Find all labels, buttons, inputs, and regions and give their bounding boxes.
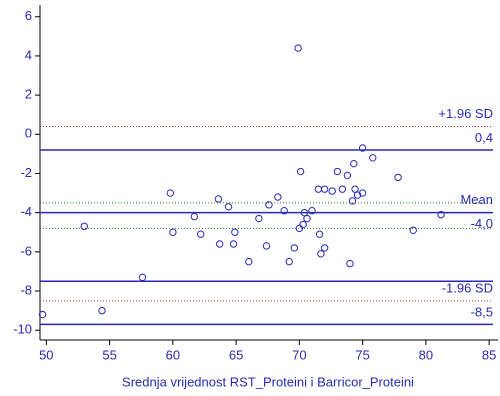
point xyxy=(166,189,175,197)
y-tick-label: -2 xyxy=(20,165,32,180)
point xyxy=(215,240,224,248)
point xyxy=(328,187,336,195)
point xyxy=(214,195,223,203)
x-tick-label: 80 xyxy=(419,347,433,362)
point xyxy=(346,259,354,268)
y-tick-label: 0 xyxy=(25,126,32,141)
x-tick-label: 65 xyxy=(229,347,243,362)
x-tick-label: 85 xyxy=(482,347,496,362)
x-tick-label: 50 xyxy=(39,347,53,362)
point xyxy=(299,220,307,229)
point xyxy=(98,306,106,315)
y-tick-label: -10 xyxy=(13,322,32,337)
reference-label: Mean xyxy=(460,192,493,207)
point xyxy=(255,214,263,223)
point xyxy=(196,230,205,238)
x-axis-label: Srednja vrijednost RST_Proteini i Barric… xyxy=(122,374,414,389)
point xyxy=(296,167,305,176)
point xyxy=(295,224,304,233)
point xyxy=(315,230,324,238)
point xyxy=(358,189,367,197)
point xyxy=(285,257,293,266)
point xyxy=(348,197,357,205)
y-tick-label: 2 xyxy=(25,87,32,102)
point xyxy=(409,226,417,234)
reference-label: +1.96 SD xyxy=(438,106,493,121)
point xyxy=(294,44,302,52)
x-tick-label: 55 xyxy=(102,347,116,362)
point xyxy=(280,207,288,215)
x-tick-label: 60 xyxy=(166,347,180,362)
reference-value-label: -4,0 xyxy=(471,216,493,231)
point xyxy=(303,214,311,223)
point xyxy=(265,201,273,209)
point xyxy=(343,171,352,180)
point xyxy=(229,240,238,248)
point xyxy=(231,228,239,236)
point xyxy=(38,310,47,319)
point xyxy=(350,159,358,168)
point xyxy=(290,244,299,252)
point xyxy=(358,144,367,152)
point xyxy=(320,185,329,193)
point xyxy=(169,228,177,236)
y-tick-label: 6 xyxy=(25,8,32,23)
x-tick-label: 75 xyxy=(355,347,369,362)
point xyxy=(308,207,316,215)
point xyxy=(262,242,271,250)
point xyxy=(317,250,325,258)
point xyxy=(394,173,402,182)
x-tick-label: 70 xyxy=(292,347,306,362)
y-tick-label: 4 xyxy=(25,47,32,62)
point xyxy=(338,185,347,193)
point xyxy=(320,244,329,252)
point xyxy=(190,212,199,221)
point xyxy=(369,154,377,162)
point xyxy=(333,167,342,176)
point xyxy=(245,257,253,266)
point xyxy=(314,185,323,193)
point xyxy=(138,273,147,282)
reference-value-label: -8,5 xyxy=(471,304,493,319)
reference-label: -1.96 SD xyxy=(442,280,493,295)
point xyxy=(224,203,233,211)
y-tick-label: -6 xyxy=(20,243,32,258)
y-tick-label: -8 xyxy=(20,282,32,297)
point xyxy=(437,210,445,219)
point xyxy=(80,222,88,231)
y-tick-label: -4 xyxy=(20,204,32,219)
point xyxy=(353,191,362,199)
point xyxy=(274,193,282,201)
reference-value-label: 0,4 xyxy=(475,130,493,145)
